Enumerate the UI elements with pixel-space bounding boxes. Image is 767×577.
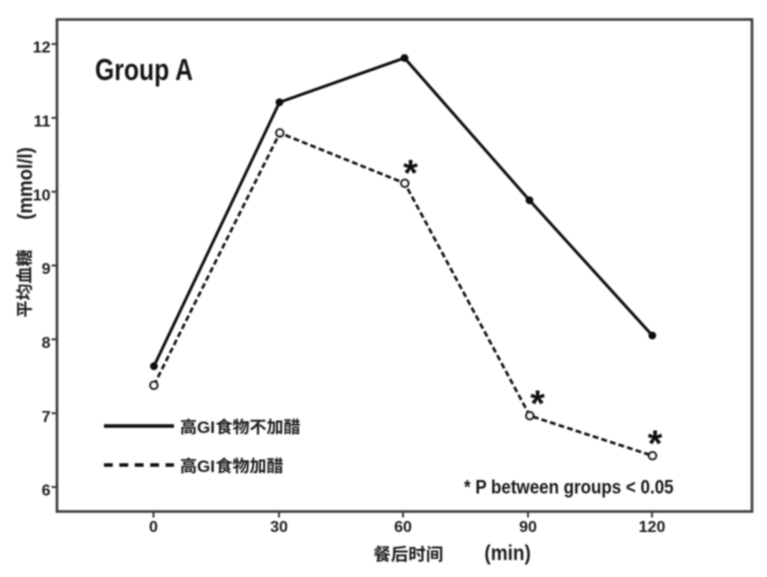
svg-text:8: 8 <box>42 335 51 352</box>
svg-text:90: 90 <box>519 519 537 536</box>
svg-text:(mmol/l): (mmol/l) <box>14 147 37 220</box>
svg-text:10: 10 <box>33 187 51 204</box>
svg-text:GI: GI <box>197 457 215 476</box>
svg-text:GI: GI <box>197 418 215 437</box>
svg-text:30: 30 <box>270 519 288 536</box>
svg-text:12: 12 <box>33 40 51 57</box>
svg-text:(min): (min) <box>484 542 531 565</box>
svg-text:* P between groups < 0.05: * P between groups < 0.05 <box>464 477 674 499</box>
svg-text:Group A: Group A <box>95 53 193 87</box>
svg-text:6: 6 <box>42 483 51 500</box>
svg-text:*: * <box>530 382 545 424</box>
svg-text:*: * <box>403 151 418 193</box>
svg-text:0: 0 <box>149 519 158 536</box>
svg-text:60: 60 <box>394 519 412 536</box>
svg-text:120: 120 <box>639 519 666 536</box>
svg-text:9: 9 <box>42 261 51 278</box>
svg-text:*: * <box>648 422 663 464</box>
svg-text:11: 11 <box>34 114 51 131</box>
svg-text:7: 7 <box>42 409 51 426</box>
